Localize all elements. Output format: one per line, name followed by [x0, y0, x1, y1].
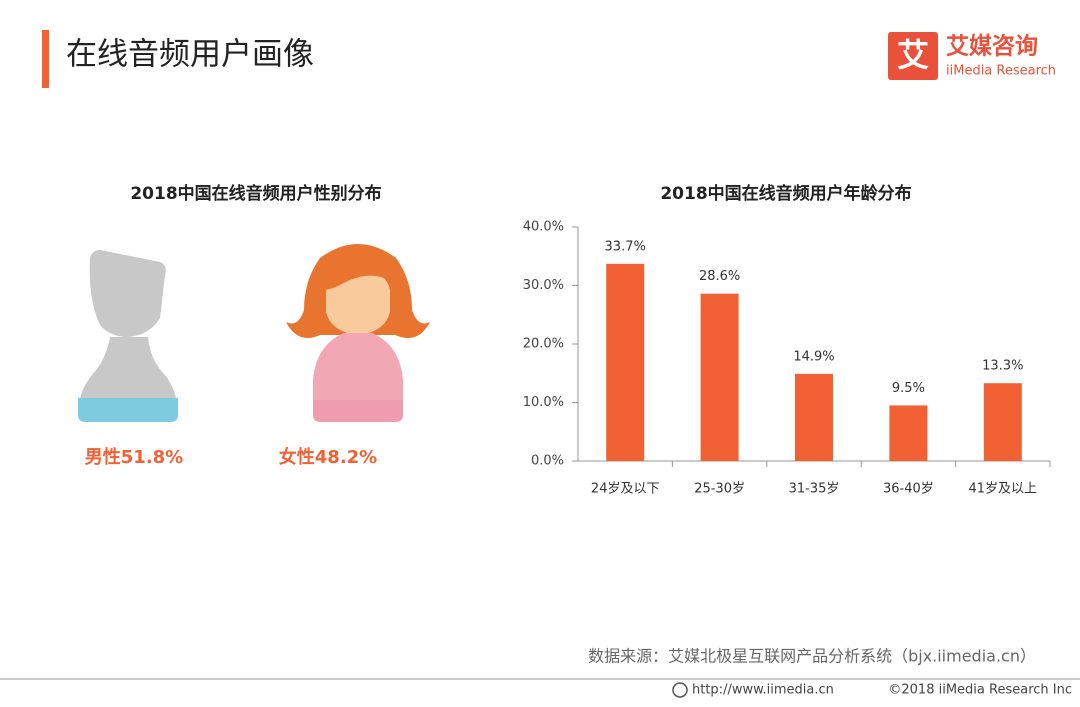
x-tick-label: 31-35岁 [789, 482, 840, 497]
page-title: 在线音频用户画像 [66, 37, 314, 73]
y-tick-label: 30.0% [523, 278, 564, 293]
footer-copyright: ©2018 iiMedia Research Inc [888, 683, 1072, 698]
bar [606, 263, 645, 461]
y-tick-label: 20.0% [523, 337, 564, 352]
value-label: 女性48.2% [279, 446, 377, 468]
value-label: 9.5% [892, 381, 925, 396]
bar [795, 373, 833, 461]
male-figure [78, 250, 178, 422]
y-tick-label: 10.0% [523, 395, 564, 410]
source: 数据来源：艾媒北极星互联网产品分析系统（bjx.iimedia.cn） [588, 647, 1036, 666]
chart-title: 2018中国在线音频用户年龄分布 [660, 183, 911, 204]
y-tick-label: 40.0% [523, 220, 564, 235]
value-label: 28.6% [699, 269, 740, 284]
footer-url: http://www.iimedia.cn [692, 683, 834, 698]
bar [889, 405, 928, 461]
value-label: 33.7% [605, 239, 646, 254]
logo-name: 艾媒咨询 [946, 33, 1038, 60]
logo-sub: iiMedia Research [946, 64, 1056, 79]
bar [700, 293, 739, 461]
x-tick-label: 41岁及以上 [969, 482, 1038, 497]
title-accent [42, 30, 49, 88]
value-label: 13.3% [982, 359, 1023, 374]
value-label: 男性51.8% [85, 446, 183, 468]
logo-box [888, 32, 938, 80]
female-figure [286, 244, 430, 422]
bar [983, 383, 1022, 461]
y-tick-label: 0.0% [531, 454, 564, 469]
x-tick-label: 24岁及以下 [591, 482, 660, 497]
globe-icon [672, 682, 688, 698]
logo-mark: 艾 [897, 36, 929, 74]
chart-title: 2018中国在线音频用户性别分布 [130, 183, 381, 204]
x-tick-label: 36-40岁 [883, 482, 934, 497]
x-tick-label: 25-30岁 [694, 482, 745, 497]
value-label: 14.9% [793, 349, 834, 364]
